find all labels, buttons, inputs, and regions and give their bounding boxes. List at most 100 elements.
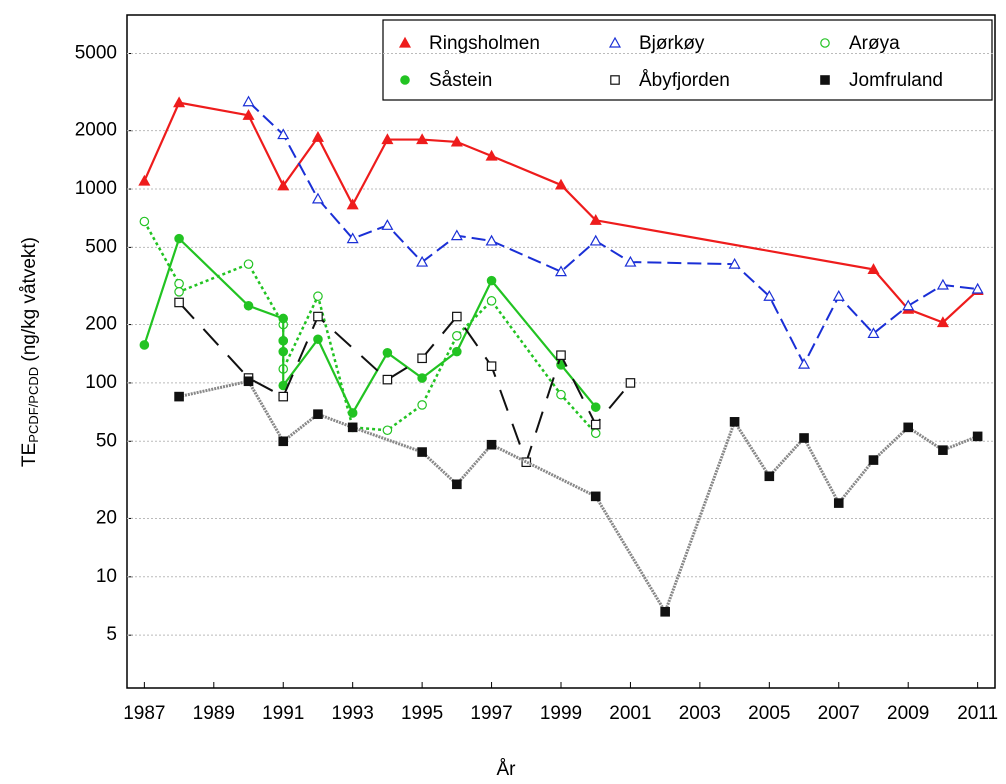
x-tick-label: 2009 (887, 703, 929, 724)
marker (832, 289, 845, 301)
marker (242, 109, 255, 120)
marker (902, 299, 915, 311)
series-line (178, 379, 979, 616)
marker (452, 346, 462, 357)
marker (313, 291, 323, 302)
marker (590, 402, 601, 412)
legend-marker (820, 75, 830, 85)
marker (139, 216, 150, 227)
marker (867, 263, 880, 275)
marker (346, 232, 359, 244)
legend-label: Åbyfjorden (639, 70, 730, 91)
marker (833, 498, 844, 508)
y-label-sub: PCDF/PCDD (26, 367, 41, 443)
marker (138, 174, 151, 186)
marker (173, 96, 186, 108)
legend-box (382, 19, 993, 101)
marker (660, 606, 670, 617)
legend-label: Jomfruland (849, 70, 943, 91)
marker (174, 297, 184, 308)
marker (798, 357, 811, 369)
legend-marker (610, 75, 620, 85)
legend-label: Såstein (429, 70, 492, 91)
marker (382, 348, 393, 358)
marker (486, 361, 497, 371)
marker (486, 439, 497, 450)
marker (521, 457, 532, 468)
marker (452, 331, 462, 341)
marker (971, 282, 984, 294)
marker (347, 422, 358, 433)
marker (416, 133, 429, 145)
marker (382, 425, 393, 436)
marker (174, 233, 184, 244)
legend-marker (608, 36, 622, 48)
marker (313, 334, 323, 345)
series-line (143, 101, 979, 324)
marker (624, 255, 637, 267)
marker (139, 340, 150, 350)
marker (347, 408, 358, 418)
marker (554, 265, 568, 277)
marker (242, 95, 255, 107)
x-axis-label: År (497, 759, 517, 780)
series-line (143, 236, 597, 416)
marker (278, 391, 289, 402)
marker (381, 219, 394, 230)
x-tick-label: 1999 (540, 703, 582, 724)
y-label-main: TE (19, 443, 40, 467)
marker (452, 479, 462, 490)
marker (174, 278, 184, 289)
x-tick-label: 1991 (262, 703, 304, 724)
y-tick-label: 20 (96, 507, 117, 528)
marker (417, 447, 427, 457)
marker (277, 179, 290, 191)
y-tick-label: 100 (85, 372, 117, 393)
marker (450, 229, 463, 241)
x-tick-label: 2003 (679, 703, 721, 724)
marker (556, 350, 566, 360)
marker (243, 376, 254, 387)
x-tick-label: 2005 (748, 703, 790, 724)
marker (174, 287, 184, 297)
marker (452, 311, 462, 322)
marker (764, 471, 775, 482)
marker (972, 431, 983, 442)
x-tick-label: 1989 (193, 703, 235, 724)
marker (868, 455, 879, 465)
marker (485, 149, 498, 161)
y-tick-label: 500 (85, 236, 117, 257)
marker (243, 300, 254, 311)
marker (903, 422, 913, 433)
marker (313, 311, 323, 322)
marker (278, 436, 289, 447)
marker (590, 491, 601, 502)
x-tick-label: 1987 (123, 703, 165, 724)
marker (625, 378, 636, 388)
marker (867, 327, 880, 339)
legend-label: Arøya (849, 33, 900, 54)
marker (590, 428, 601, 439)
legend-marker (400, 75, 410, 85)
legend-marker (398, 36, 412, 48)
series-line (143, 220, 597, 435)
marker (346, 198, 359, 210)
marker (311, 131, 324, 142)
marker (763, 289, 776, 301)
legend-marker (820, 38, 830, 48)
y-tick-label: 1000 (75, 178, 117, 199)
marker (278, 335, 289, 346)
marker (416, 255, 429, 267)
marker (417, 353, 427, 364)
marker (556, 389, 566, 400)
x-tick-label: 1997 (470, 703, 512, 724)
marker (382, 374, 393, 385)
y-tick-label: 2000 (75, 120, 117, 141)
y-tick-label: 5 (106, 624, 117, 645)
marker (174, 391, 184, 402)
x-tick-label: 2007 (818, 703, 860, 724)
marker (278, 346, 289, 357)
y-tick-label: 200 (85, 314, 117, 335)
y-tick-label: 10 (96, 566, 117, 587)
